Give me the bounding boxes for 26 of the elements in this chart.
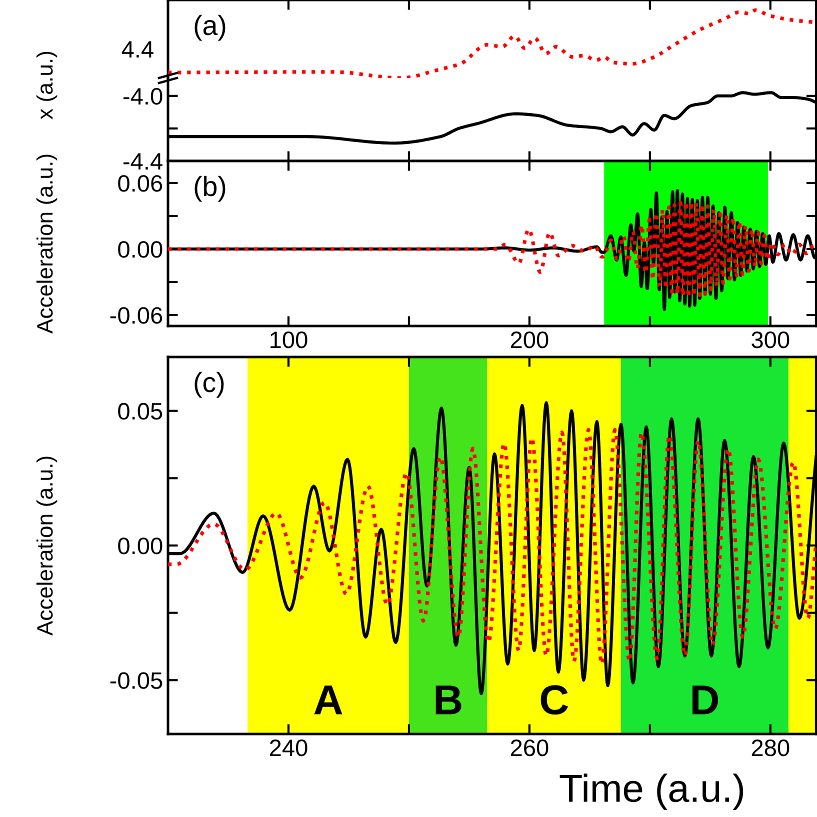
y-axis-title: Acceleration (a.u.) bbox=[36, 456, 58, 636]
y-tick-label: -0.05 bbox=[110, 672, 162, 689]
x-tick-label: 200 bbox=[510, 331, 548, 348]
y-tick-label: 0.00 bbox=[118, 538, 162, 554]
x-tick-label: 300 bbox=[752, 331, 790, 348]
band-label: B bbox=[436, 686, 462, 714]
y-tick-label: 0.00 bbox=[118, 241, 162, 258]
y-tick-label: 0.05 bbox=[118, 402, 162, 420]
x-tick-label: 280 bbox=[752, 739, 790, 756]
annotation: (a) bbox=[194, 14, 226, 41]
y-axis-title: x (a.u.) bbox=[36, 52, 58, 120]
x-tick-label: 100 bbox=[270, 331, 308, 348]
annotation: (b) bbox=[194, 176, 226, 202]
band-label: C bbox=[540, 685, 568, 715]
band-label: A bbox=[314, 686, 342, 714]
y-tick-label: -0.06 bbox=[110, 307, 162, 324]
x-axis-title: Time (a.u.) bbox=[560, 774, 744, 810]
y-tick-label: -4.4 bbox=[124, 153, 162, 170]
text: 4.4 bbox=[122, 41, 154, 58]
x-tick-label: 260 bbox=[510, 739, 548, 756]
band-label: D bbox=[692, 686, 718, 714]
x-tick-label: 240 bbox=[270, 739, 308, 756]
y-tick-label: -4.0 bbox=[124, 88, 162, 105]
y-axis-title: Acceleration (a.u.) bbox=[36, 154, 58, 334]
annotation: (c) bbox=[194, 372, 224, 398]
y-tick-label: 0.06 bbox=[118, 175, 162, 192]
